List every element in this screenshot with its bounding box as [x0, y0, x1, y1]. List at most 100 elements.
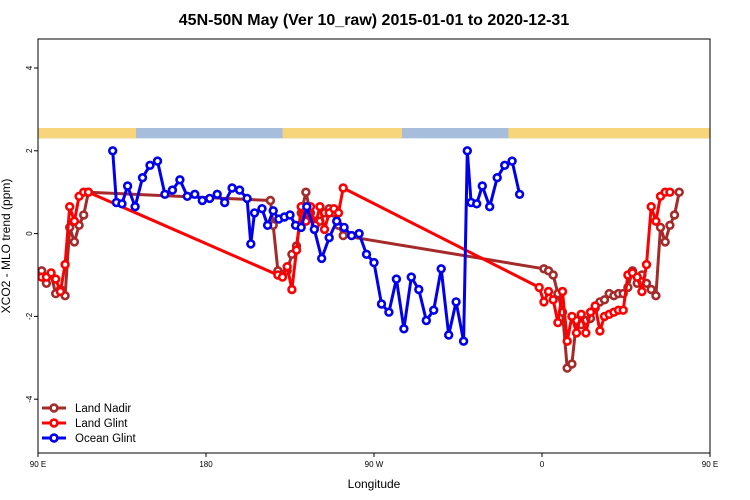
ocean-glint-point [317, 253, 327, 264]
y-tick-label: 4 [25, 65, 34, 70]
land-ocean-strip [38, 128, 710, 139]
land-glint-point [567, 311, 577, 322]
land-nadir-point [548, 270, 558, 280]
ocean-glint-point [257, 204, 267, 214]
ocean-glint-point [324, 233, 334, 243]
ocean-glint-point [246, 239, 256, 249]
ocean-glint-point [137, 173, 148, 183]
land-glint-point [338, 183, 348, 193]
land-strip-segment [508, 128, 710, 139]
legend-swatch-marker [49, 433, 59, 443]
ocean-glint-point [507, 156, 517, 166]
legend-item-ocean-glint: Ocean Glint [42, 433, 137, 445]
ocean-glint-point [391, 274, 402, 284]
ocean-glint-point [205, 193, 215, 204]
ocean-glint-point [302, 202, 312, 212]
land-glint-point [590, 301, 600, 311]
land-glint-point [618, 305, 628, 315]
ocean-glint-point [234, 185, 245, 195]
ocean-glint-point [500, 160, 510, 171]
ocean-glint-point [197, 195, 208, 206]
ocean-glint-point [444, 330, 454, 340]
ocean-glint-point [384, 307, 394, 317]
land-glint-point [576, 309, 586, 319]
land-glint-point [291, 245, 302, 255]
land-glint-point [333, 208, 344, 218]
ocean-glint-point [429, 305, 439, 315]
ocean-glint-point [436, 264, 446, 274]
ocean-glint-point [462, 146, 472, 156]
ocean-glint-point [227, 183, 237, 193]
chart-title: 45N-50N May (Ver 10_raw) 2015-01-01 to 2… [179, 12, 570, 29]
land-glint-point [646, 202, 656, 212]
ocean-glint-point [152, 156, 163, 166]
land-nadir-point [651, 291, 661, 301]
land-glint-point [581, 328, 591, 338]
land-nadir-point [599, 295, 610, 305]
legend: Land Nadir Land Glint Ocean Glint [42, 403, 137, 445]
ocean-glint-point [354, 228, 364, 239]
ocean-glint-point [332, 216, 342, 226]
ocean-glint-point [262, 220, 273, 231]
ocean-glint-point [514, 189, 525, 200]
land-glint-point [571, 328, 582, 338]
ocean-glint-point [296, 222, 306, 233]
y-axis-label: XCO2 - MLO trend (ppm) [0, 179, 13, 314]
x-tick-label: 180 [199, 460, 213, 469]
series-layer [38, 146, 684, 373]
land-glint-point [651, 216, 661, 226]
y-tick-label: 0 [25, 231, 34, 236]
legend-item-land-nadir: Land Nadir [42, 403, 131, 415]
y-tick-label: -2 [25, 312, 34, 320]
ocean-glint-point [406, 272, 416, 282]
land-glint-point [69, 216, 80, 226]
x-tick-label: 0 [540, 460, 545, 469]
legend-label: Ocean Glint [75, 433, 137, 445]
land-nadir-point [338, 230, 348, 241]
land-nadir-point [674, 187, 684, 197]
land-glint-point [665, 187, 675, 197]
x-tick-label: 90 E [702, 460, 718, 469]
y-axis: -4 -2 0 2 4 [25, 65, 38, 403]
land-nadir-point [660, 237, 670, 247]
series-land-nadir [38, 187, 684, 373]
land-nadir-point [78, 210, 89, 220]
land-glint-point [543, 286, 554, 297]
ocean-glint-point [182, 191, 193, 202]
ocean-glint-point [361, 249, 372, 260]
land-glint-point [539, 297, 549, 307]
land-nadir-line [40, 190, 681, 370]
land-glint-point [548, 295, 558, 305]
ocean-glint-point [160, 189, 170, 200]
land-glint-point [637, 286, 647, 297]
ocean-glint-point [190, 189, 200, 200]
ocean-glint-point [122, 181, 133, 191]
ocean-glint-point [399, 324, 409, 334]
land-glint-point [287, 284, 297, 295]
legend-item-land-glint: Land Glint [42, 418, 128, 430]
land-glint-point [319, 224, 330, 235]
ocean-glint-point [249, 208, 260, 218]
ocean-glint-point [242, 193, 252, 204]
land-glint-point [64, 202, 75, 212]
land-strip-segment [38, 128, 136, 139]
ocean-glint-point [268, 206, 278, 216]
ocean-glint-point [175, 175, 185, 185]
ocean-glint-point [212, 189, 222, 200]
ocean-glint-point [458, 336, 469, 346]
land-glint-point [641, 259, 652, 270]
y-tick-label: 2 [25, 148, 34, 153]
land-nadir-point [665, 220, 675, 231]
land-nadir-point [669, 210, 680, 220]
land-glint-point [60, 259, 70, 270]
ocean-glint-point [145, 160, 155, 171]
land-glint-point [46, 268, 56, 278]
legend-label: Land Glint [75, 418, 128, 430]
land-glint-point [632, 272, 642, 282]
ocean-glint-point [369, 257, 379, 268]
land-glint-point [534, 282, 544, 293]
ocean-glint-point [220, 197, 230, 208]
series-ocean-glint [107, 146, 525, 346]
land-glint-point [50, 274, 61, 284]
